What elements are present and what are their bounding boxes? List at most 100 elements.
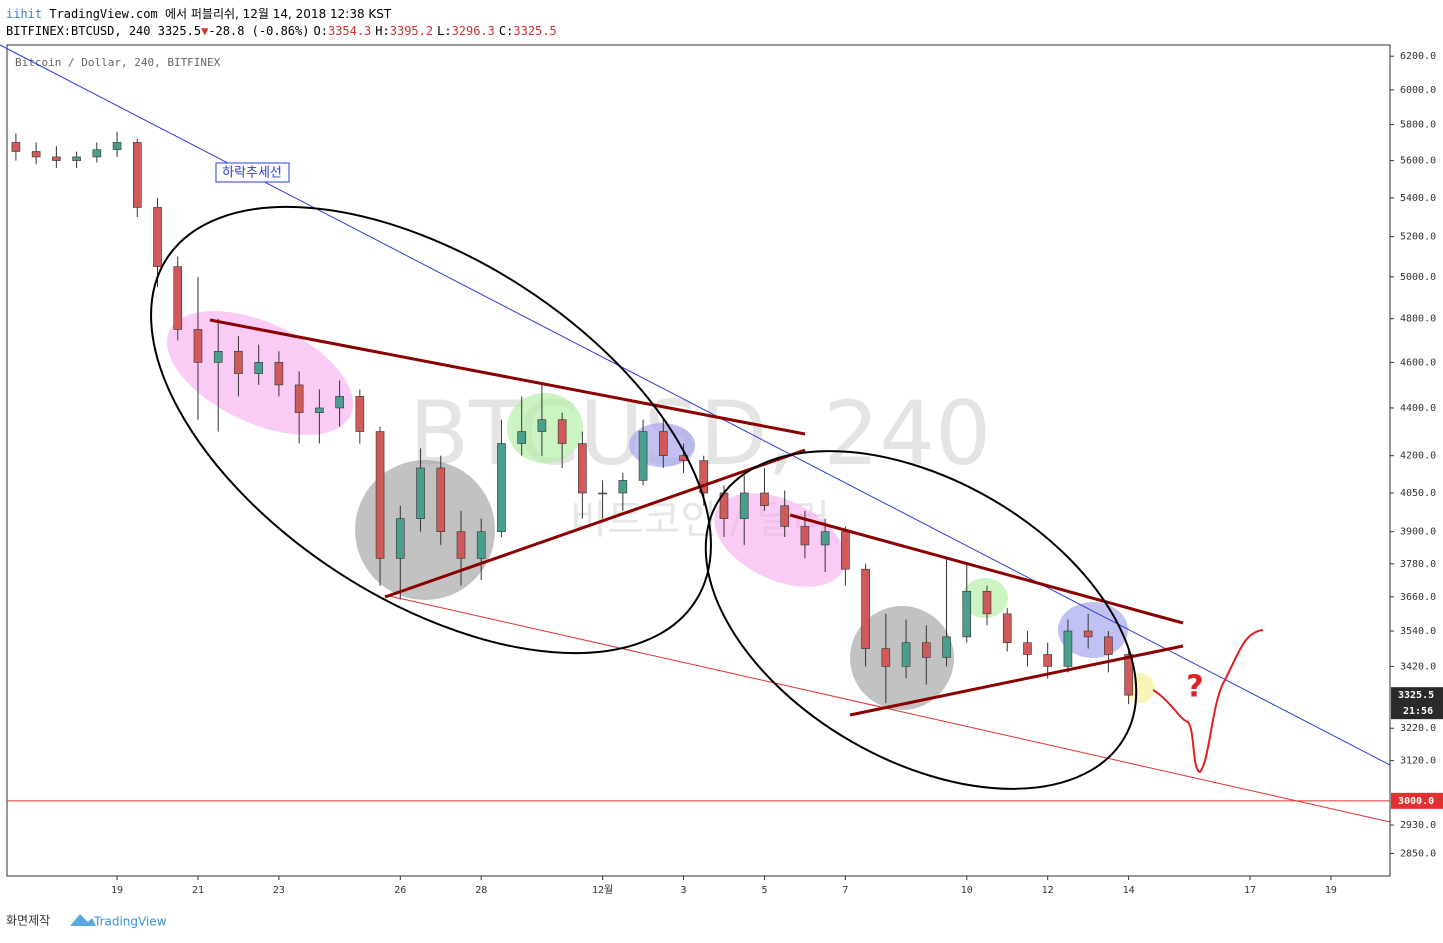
y-tick-label: 6000.0 [1400,85,1436,96]
down-arrow: ▼ [201,24,209,38]
y-tick-label: 5600.0 [1400,156,1436,167]
x-tick-label: 26 [394,885,406,896]
trend-label-box [215,162,290,183]
ohlc-value: 3325.5 [513,24,556,38]
candle-body [497,443,506,533]
pattern-ellipse [704,450,1138,790]
y-tick-label: 4200.0 [1400,451,1436,462]
header-line: iihit TradingView.com 에서 퍼블리쉬, 12월 14, 2… [6,7,392,21]
footer-brand: TradingView [93,915,167,929]
candle-body [112,142,122,150]
candle-body [476,531,486,559]
y-tick-label: 3660.0 [1400,592,1436,603]
ohlc: O:3354.3 H:3395.2 L:3296.3 C:3325.5 [313,24,556,38]
candles [11,131,1133,705]
countdown: 21:56 [1403,706,1433,717]
y-tick-label: 4600.0 [1400,357,1436,368]
x-tick-label: 7 [842,885,848,896]
candle-body [315,407,324,413]
published: 에서 퍼블리쉬, 12월 14, 2018 12:38 KST [165,7,392,21]
ohlc-value: 3354.3 [328,24,371,38]
candle-body [153,207,162,267]
site: TradingView.com [49,7,157,21]
candle-body [820,531,830,546]
candle-body [132,142,142,208]
symbol-line: BITFINEX:BTCUSD, 240 3325.5 ▼-28.8 (-0.86… [6,24,557,38]
candle-body [1063,630,1073,667]
publisher: iihit [6,7,42,21]
candle-body [739,492,749,519]
candle-body [52,156,61,161]
x-tick-label: 17 [1244,885,1256,896]
candle-body [31,151,41,158]
ohlc-label: O: [313,24,327,38]
y-tick-label: 3120.0 [1400,756,1436,767]
y-tick-label: 2930.0 [1400,820,1436,831]
candle-body [901,642,911,667]
y-tick-label: 2850.0 [1400,848,1436,859]
y-tick-label: 3780.0 [1400,559,1436,570]
candle-body [841,531,850,570]
candle-body [173,266,183,330]
candle-body [699,460,709,494]
candle-body [1104,636,1113,655]
x-tick-label: 21 [192,885,204,896]
candle-body [557,419,567,444]
candle-body [416,467,425,519]
candle-body [1124,654,1133,696]
candle-body [355,396,365,432]
candle-body [72,156,81,161]
candle-body [254,362,263,374]
candle-body [537,419,547,432]
y-tick-label: 3220.0 [1400,723,1436,734]
y-tick-label: 3540.0 [1400,626,1436,637]
x-tick-label: 3 [681,885,687,896]
x-tick-label: 14 [1123,885,1135,896]
triangle-line [789,513,1184,625]
pattern-ellipse [150,205,712,655]
candle-body [456,531,466,559]
symbol: BITFINEX:BTCUSD, 240 [6,24,151,38]
trend-label: 하락추세선 [222,166,282,181]
y-tick-label: 4050.0 [1400,488,1436,499]
candle-body [335,396,344,409]
candle-body [618,480,628,494]
footer-credit: 화면제작 [6,914,50,928]
candle-body [922,642,931,658]
y-tick-label: 3900.0 [1400,527,1436,538]
brand-logo [70,914,96,926]
forecast-curve [1152,629,1264,774]
candle-body [861,568,870,649]
ohlc-label: L: [437,24,451,38]
candle-body [92,149,102,158]
candle-body [982,590,992,615]
x-tick-label: 19 [111,885,123,896]
change: -28.8 (-0.86%) [208,24,309,38]
last-price-tag [1391,687,1443,720]
candle-body [780,505,789,527]
ohlc-label: C: [499,24,513,38]
candle-body [578,443,587,494]
candle-body [375,431,385,559]
candle-body [11,142,21,152]
y-tick-label: 4800.0 [1400,314,1436,325]
candle-body [1002,613,1012,644]
question-mark: ? [1186,670,1203,705]
level-label: 3000.0 [1398,796,1434,807]
candle-body [942,636,951,658]
candle-body [274,362,284,386]
y-tick-label: 4400.0 [1400,403,1436,414]
y-tick-label: 5200.0 [1400,232,1436,243]
highlight [355,460,495,600]
candle-body [598,492,607,495]
candle-body [760,492,769,507]
x-tick-label: 12 [1042,885,1054,896]
ohlc-value: 3395.2 [390,24,433,38]
candle-body [213,350,223,363]
candle-body [234,350,243,374]
candle-body [638,431,648,481]
triangle-line [384,448,806,599]
candle-body [517,431,526,444]
